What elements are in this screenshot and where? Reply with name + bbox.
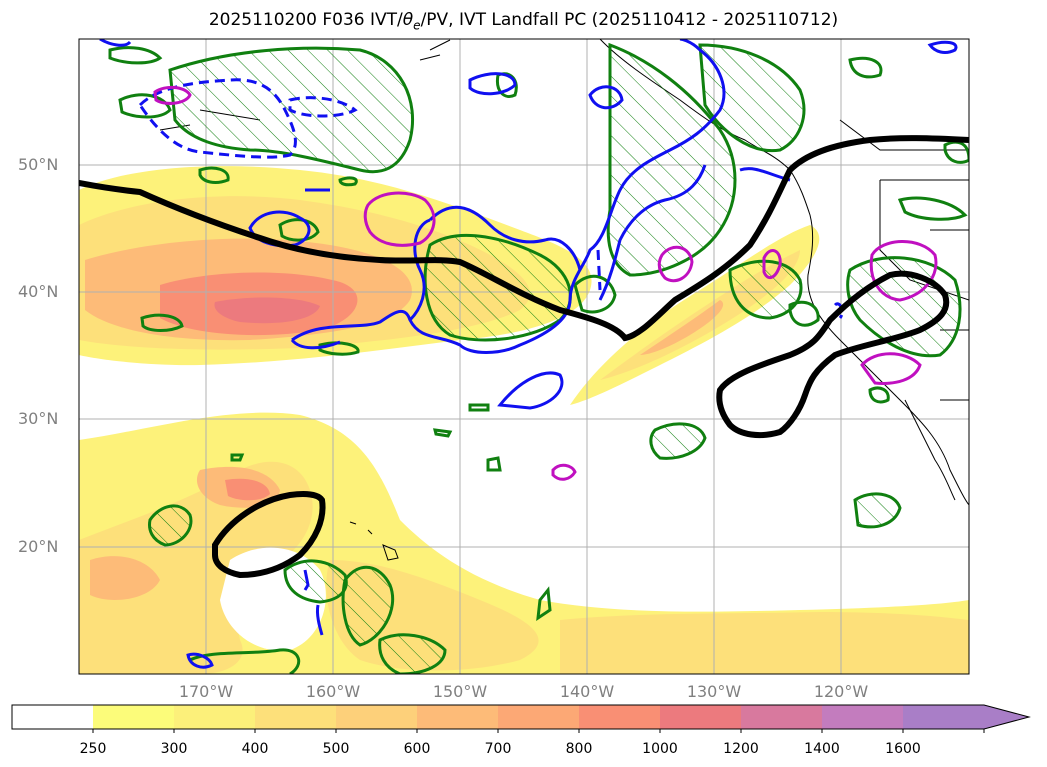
pv-contours bbox=[108, 46, 969, 674]
colorbar-label-800: 800 bbox=[565, 741, 593, 757]
colorbar-label-500: 500 bbox=[322, 741, 350, 757]
lat-label-30n: 30°N bbox=[18, 409, 59, 428]
colorbar-extend-arrow bbox=[984, 705, 1029, 729]
colorbar-bin-9 bbox=[741, 705, 822, 729]
colorbar-bin-5 bbox=[417, 705, 498, 729]
colorbar-label-1200: 1200 bbox=[723, 741, 759, 757]
colorbar-label-700: 700 bbox=[484, 741, 512, 757]
colorbar-bin-6 bbox=[498, 705, 579, 729]
magenta-contours bbox=[153, 86, 938, 481]
landfall-pc-contours bbox=[79, 135, 969, 579]
lon-label-170w: 170°W bbox=[178, 682, 234, 701]
theta-e-dashed bbox=[138, 78, 844, 319]
colorbar-label-1000: 1000 bbox=[642, 741, 678, 757]
colorbar-outline bbox=[11, 704, 1031, 730]
lon-label-140w: 140°W bbox=[559, 682, 615, 701]
colorbar-label-400: 400 bbox=[241, 741, 269, 757]
colorbar-label-300: 300 bbox=[160, 741, 188, 757]
lon-label-160w: 160°W bbox=[305, 682, 361, 701]
lat-label-20n: 20°N bbox=[18, 537, 59, 556]
colorbar-bin-1 bbox=[93, 705, 174, 729]
colorbar-bin-4 bbox=[336, 705, 417, 729]
colorbar-bin-3 bbox=[255, 705, 336, 729]
colorbar-bin-8 bbox=[660, 705, 741, 729]
lon-label-120w: 120°W bbox=[813, 682, 869, 701]
lat-label-40n: 40°N bbox=[18, 282, 59, 301]
lon-label-130w: 130°W bbox=[686, 682, 742, 701]
map-frame bbox=[78, 38, 970, 675]
colorbar bbox=[11, 704, 1031, 733]
colorbar-bin-0 bbox=[12, 705, 93, 729]
colorbar-bin-2 bbox=[174, 705, 255, 729]
colorbar-label-250: 250 bbox=[79, 741, 107, 757]
lon-label-150w: 150°W bbox=[432, 682, 488, 701]
map-title: 2025110200 F036 IVT/θe/PV, IVT Landfall … bbox=[208, 10, 839, 33]
colorbar-label-600: 600 bbox=[403, 741, 431, 757]
lat-label-50n: 50°N bbox=[18, 155, 59, 174]
colorbar-bin-11 bbox=[903, 705, 984, 729]
colorbar-label-1600: 1600 bbox=[885, 741, 921, 757]
colorbar-bin-10 bbox=[822, 705, 903, 729]
colorbar-label-1400: 1400 bbox=[804, 741, 840, 757]
colorbar-bin-7 bbox=[579, 705, 660, 729]
